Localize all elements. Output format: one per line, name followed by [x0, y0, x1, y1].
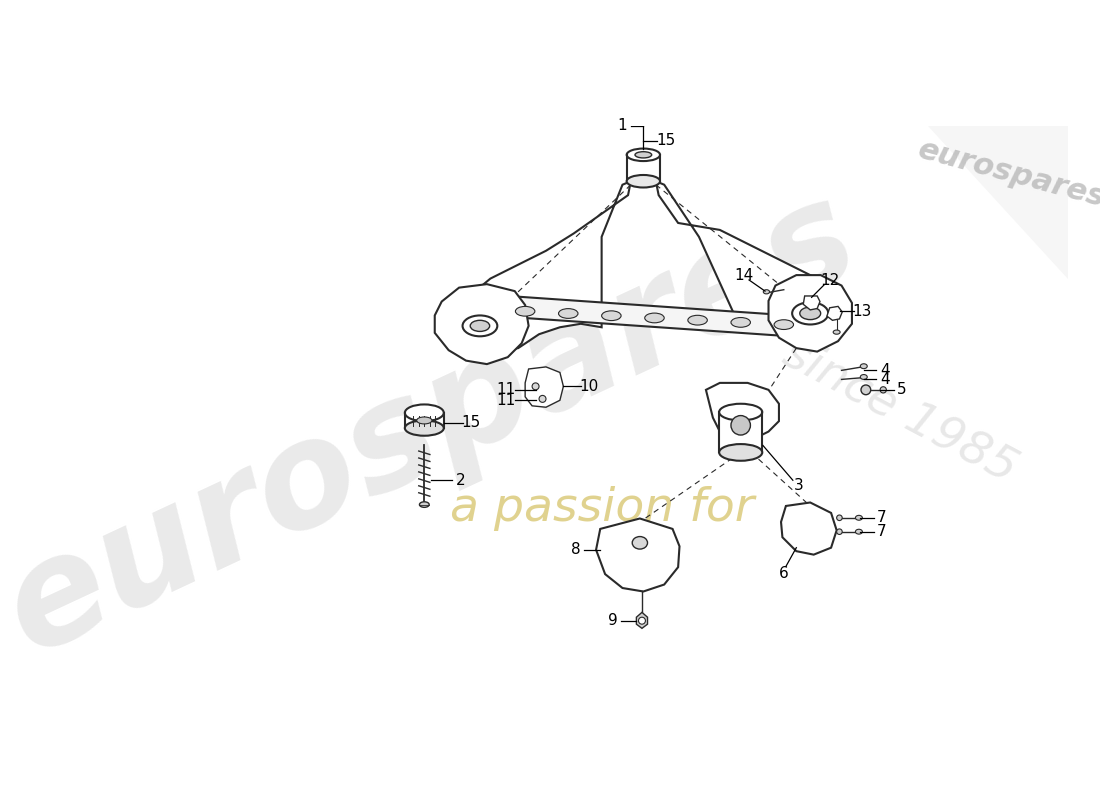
Text: 15: 15: [461, 415, 481, 430]
Ellipse shape: [792, 302, 828, 325]
Polygon shape: [769, 275, 851, 351]
Circle shape: [539, 395, 546, 402]
Text: eurospares: eurospares: [0, 166, 879, 683]
Text: 7: 7: [877, 524, 886, 539]
Ellipse shape: [732, 318, 750, 327]
Ellipse shape: [405, 405, 443, 421]
Ellipse shape: [417, 417, 432, 424]
Ellipse shape: [800, 307, 821, 320]
Ellipse shape: [627, 175, 660, 187]
Text: 5: 5: [898, 382, 906, 398]
Ellipse shape: [645, 313, 664, 323]
Ellipse shape: [860, 364, 867, 369]
Ellipse shape: [470, 320, 490, 331]
Polygon shape: [803, 296, 820, 310]
Text: 12: 12: [821, 273, 839, 288]
Ellipse shape: [632, 537, 648, 549]
Polygon shape: [508, 296, 817, 338]
Bar: [405, 413, 443, 428]
Polygon shape: [434, 284, 529, 364]
Text: 3: 3: [793, 478, 803, 494]
Text: eurospares: eurospares: [915, 135, 1100, 214]
Ellipse shape: [763, 290, 770, 294]
Ellipse shape: [688, 315, 707, 325]
Circle shape: [732, 415, 750, 435]
Circle shape: [861, 385, 871, 394]
Polygon shape: [928, 126, 1067, 278]
Text: since 1985: since 1985: [776, 330, 1025, 491]
Ellipse shape: [833, 330, 840, 334]
Circle shape: [837, 515, 843, 521]
Polygon shape: [596, 518, 680, 591]
Text: 4: 4: [880, 363, 890, 378]
Ellipse shape: [880, 386, 887, 393]
Polygon shape: [637, 612, 648, 628]
Ellipse shape: [559, 309, 578, 318]
Ellipse shape: [516, 306, 535, 316]
Polygon shape: [463, 182, 630, 351]
Text: 8: 8: [571, 542, 581, 558]
Text: 10: 10: [580, 379, 598, 394]
Circle shape: [638, 618, 646, 624]
Ellipse shape: [627, 149, 660, 161]
Bar: [719, 412, 762, 453]
Ellipse shape: [856, 515, 862, 520]
Polygon shape: [656, 182, 842, 334]
Polygon shape: [706, 383, 779, 438]
Text: 1: 1: [618, 118, 627, 133]
Text: a passion for: a passion for: [450, 486, 754, 530]
Ellipse shape: [719, 444, 762, 461]
Polygon shape: [827, 306, 843, 320]
Polygon shape: [781, 502, 837, 554]
Ellipse shape: [405, 421, 443, 436]
Text: 11: 11: [497, 382, 516, 398]
Text: 9: 9: [608, 613, 617, 628]
Ellipse shape: [860, 374, 867, 379]
Ellipse shape: [463, 315, 497, 336]
Text: 6: 6: [779, 566, 789, 581]
Text: 13: 13: [852, 304, 872, 318]
Ellipse shape: [635, 152, 651, 158]
Ellipse shape: [419, 502, 429, 507]
Ellipse shape: [602, 311, 621, 321]
Ellipse shape: [774, 320, 793, 330]
Bar: [627, 155, 660, 182]
Text: 14: 14: [734, 268, 754, 283]
Circle shape: [532, 383, 539, 390]
Polygon shape: [525, 367, 563, 407]
Text: 2: 2: [455, 473, 465, 488]
Text: 7: 7: [877, 510, 886, 526]
Text: 11: 11: [497, 393, 516, 408]
Ellipse shape: [719, 404, 762, 421]
Ellipse shape: [856, 530, 862, 534]
Text: 15: 15: [656, 134, 675, 149]
Text: 4: 4: [880, 372, 890, 387]
Circle shape: [837, 529, 843, 534]
